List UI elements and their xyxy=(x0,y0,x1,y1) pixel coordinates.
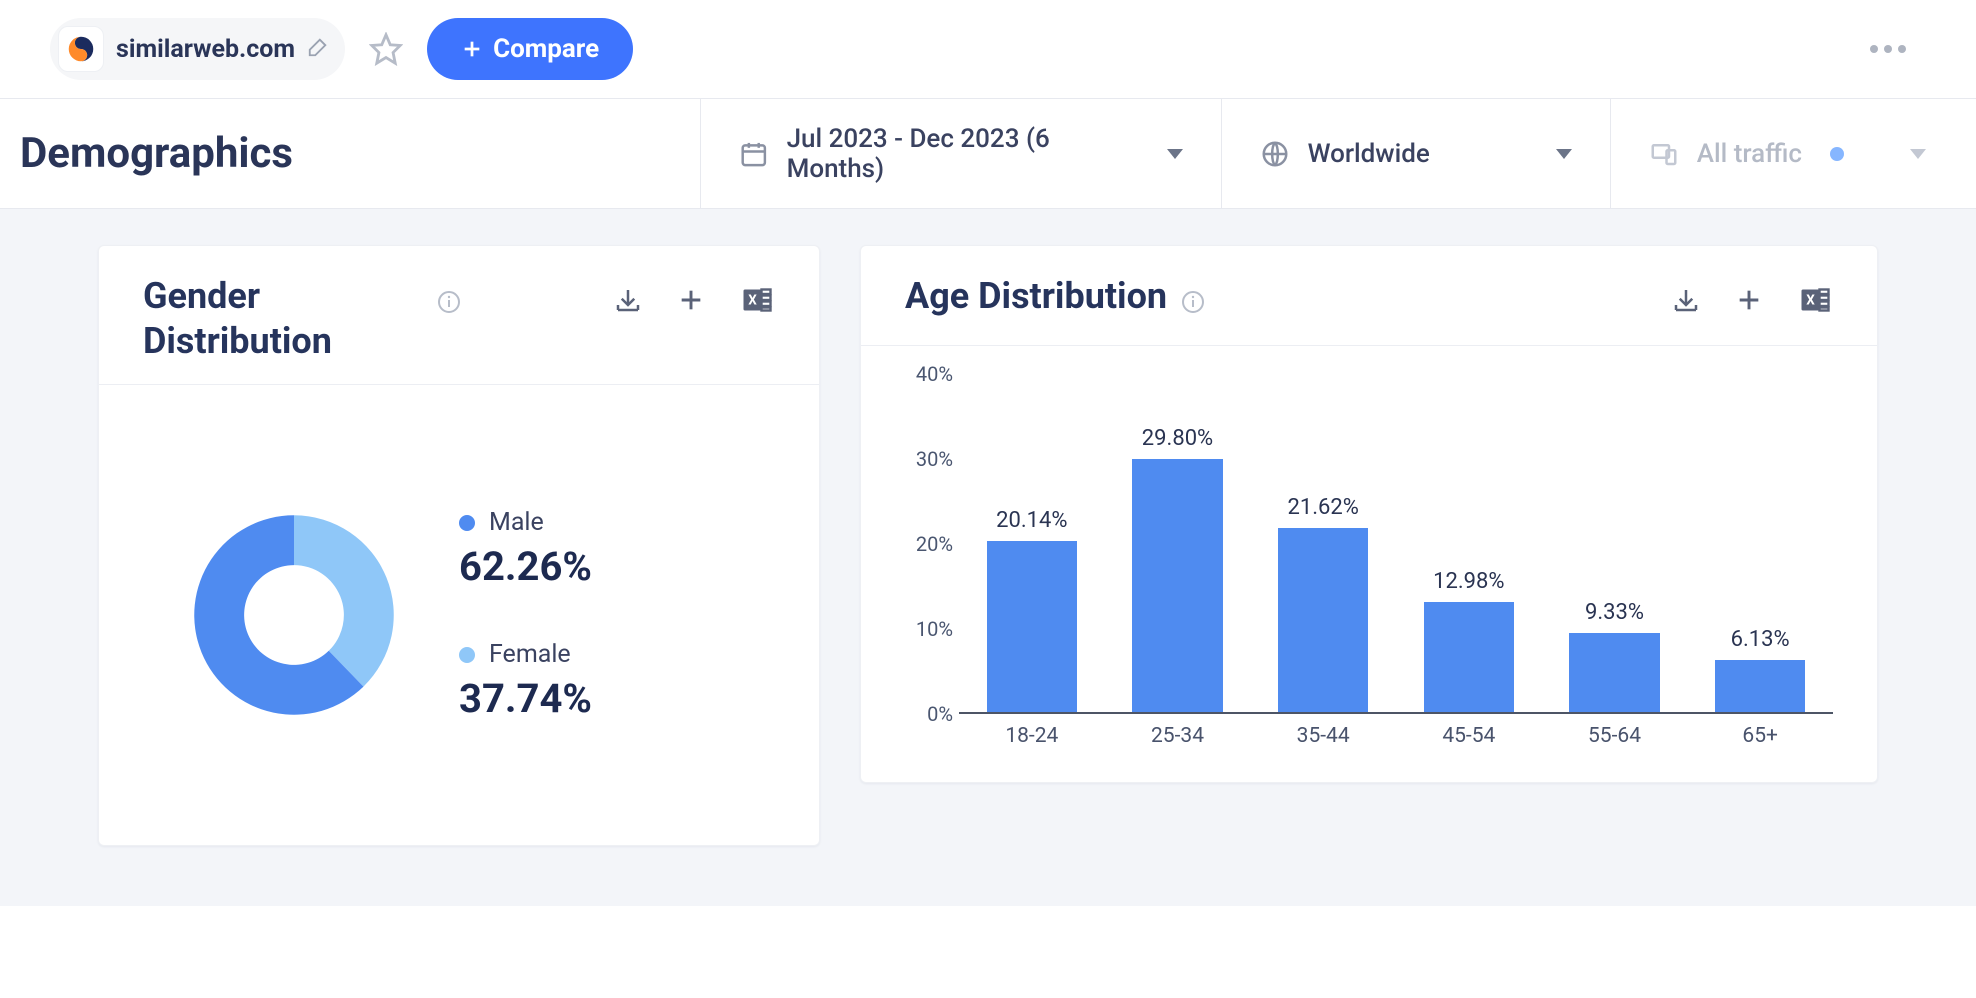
content-area: Gender Distribution X xyxy=(0,209,1976,906)
excel-icon: X xyxy=(1797,282,1833,318)
plot-area: 20.14% 29.80% 21.62% 12.98% 9.33% 6.13% xyxy=(959,374,1833,714)
download-button[interactable] xyxy=(613,285,643,315)
bar: 21.62% xyxy=(1278,528,1368,712)
site-favicon xyxy=(58,26,104,72)
top-bar: similarweb.com Compare xyxy=(0,0,1976,99)
traffic-filter[interactable]: All traffic xyxy=(1610,99,1976,208)
bar-value-label: 6.13% xyxy=(1731,627,1790,652)
excel-icon: X xyxy=(739,282,775,318)
x-tick-label: 65+ xyxy=(1742,724,1778,748)
legend-dot-female xyxy=(459,647,475,663)
plus-icon xyxy=(461,38,483,60)
age-distribution-card: Age Distribution X xyxy=(860,245,1878,783)
card-title: Age Distribution xyxy=(905,274,1167,319)
legend-male: Male 62.26% xyxy=(459,508,592,590)
legend-dot-male xyxy=(459,515,475,531)
info-icon[interactable] xyxy=(1181,280,1205,325)
region-filter[interactable]: Worldwide xyxy=(1221,99,1610,208)
x-tick-label: 25-34 xyxy=(1151,724,1204,748)
download-button[interactable] xyxy=(1671,285,1701,315)
page-title: Demographics xyxy=(0,99,700,208)
y-tick: 10% xyxy=(916,617,953,641)
info-icon[interactable] xyxy=(437,280,461,325)
compare-label: Compare xyxy=(493,34,599,64)
devices-icon xyxy=(1649,139,1679,169)
compare-button[interactable]: Compare xyxy=(427,18,633,80)
traffic-indicator-dot xyxy=(1830,147,1844,161)
bar-value-label: 9.33% xyxy=(1585,600,1644,625)
export-excel-button[interactable]: X xyxy=(1797,282,1833,318)
svg-text:X: X xyxy=(748,293,757,309)
date-range-filter[interactable]: Jul 2023 - Dec 2023 (6 Months) xyxy=(700,99,1221,208)
x-tick-label: 18-24 xyxy=(1005,724,1058,748)
y-tick: 30% xyxy=(916,447,953,471)
gender-legend: Male 62.26% Female 37.74% xyxy=(459,508,592,722)
card-actions: X xyxy=(1671,274,1833,318)
bar: 12.98% xyxy=(1424,602,1514,712)
plus-icon xyxy=(677,286,705,314)
x-axis: 18-24 25-34 35-44 45-54 55-64 65+ xyxy=(959,714,1833,754)
x-tick-label: 45-54 xyxy=(1442,724,1495,748)
bar-value-label: 21.62% xyxy=(1287,495,1358,520)
traffic-label: All traffic xyxy=(1697,139,1802,169)
bar: 20.14% xyxy=(987,541,1077,712)
date-range-label: Jul 2023 - Dec 2023 (6 Months) xyxy=(787,124,1149,184)
card-actions: X xyxy=(613,274,775,318)
bar: 9.33% xyxy=(1569,633,1659,712)
bar: 6.13% xyxy=(1715,660,1805,712)
star-icon xyxy=(369,32,403,66)
chevron-down-icon xyxy=(1556,149,1572,159)
legend-female: Female 37.74% xyxy=(459,640,592,722)
gender-donut-chart xyxy=(189,510,399,720)
chevron-down-icon xyxy=(1167,149,1183,159)
chevron-down-icon xyxy=(1910,149,1926,159)
card-header: Age Distribution X xyxy=(861,246,1877,346)
more-menu-button[interactable] xyxy=(1870,45,1926,53)
calendar-icon xyxy=(739,139,769,169)
favorite-button[interactable] xyxy=(363,26,409,72)
legend-value-female: 37.74% xyxy=(459,675,592,722)
bar-value-label: 29.80% xyxy=(1142,426,1213,451)
export-excel-button[interactable]: X xyxy=(739,282,775,318)
edit-icon[interactable] xyxy=(307,36,329,62)
download-icon xyxy=(1671,285,1701,315)
y-axis: 0%10%20%30%40% xyxy=(905,374,959,714)
x-tick-label: 35-44 xyxy=(1297,724,1350,748)
region-label: Worldwide xyxy=(1308,139,1430,169)
age-bar-chart: 0%10%20%30%40% 20.14%29.80%21.62%12.98%9… xyxy=(959,374,1833,754)
site-name: similarweb.com xyxy=(116,35,295,64)
x-tick-label: 55-64 xyxy=(1588,724,1641,748)
bar-value-label: 12.98% xyxy=(1433,569,1504,594)
legend-label-female: Female xyxy=(489,640,571,669)
y-tick: 20% xyxy=(916,532,953,556)
bar: 29.80% xyxy=(1132,459,1222,712)
add-button[interactable] xyxy=(677,286,705,314)
card-title: Gender Distribution xyxy=(143,274,423,364)
gender-distribution-card: Gender Distribution X xyxy=(98,245,820,846)
legend-value-male: 62.26% xyxy=(459,543,592,590)
download-icon xyxy=(613,285,643,315)
svg-text:X: X xyxy=(1806,293,1815,309)
legend-label-male: Male xyxy=(489,508,544,537)
globe-icon xyxy=(1260,139,1290,169)
age-chart-area: 0% 10% 20% 30% 40% 20.14% 29.80% 21.62% 12.98% 9… xyxy=(861,346,1877,782)
gender-chart-area: Male 62.26% Female 37.74% xyxy=(99,385,819,845)
add-button[interactable] xyxy=(1735,286,1763,314)
similarweb-icon xyxy=(67,35,95,63)
y-tick: 0% xyxy=(927,702,953,726)
site-chip[interactable]: similarweb.com xyxy=(50,18,345,80)
bar-value-label: 20.14% xyxy=(996,508,1067,533)
card-header: Gender Distribution X xyxy=(99,246,819,385)
plus-icon xyxy=(1735,286,1763,314)
y-tick: 40% xyxy=(916,362,953,386)
filter-bar: Demographics Jul 2023 - Dec 2023 (6 Mont… xyxy=(0,99,1976,209)
